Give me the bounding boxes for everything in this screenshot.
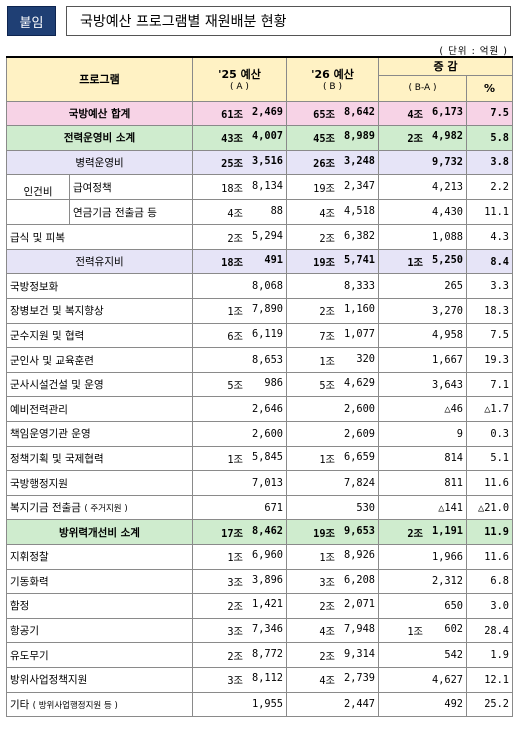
row-label: 전력유지비 (6, 248, 193, 275)
table-row: 책임운영기관 운영 2,600 2,609 9 0.3 (6, 421, 514, 447)
table-row: 함정 2조 1,421 2조 2,071 650 3.0 (6, 593, 514, 619)
table-row: 방위사업정책지원 3조 8,112 4조 2,739 4,627 12.1 (6, 666, 514, 693)
row-label: 국방예산 합계 (6, 100, 193, 127)
table-row: 전력유지비 18조 491 19조 5,741 1조 5,250 8.4 (6, 248, 514, 275)
table-row: 군인사 및 교육훈련 8,653 1조 320 1,667 19.3 (6, 347, 514, 373)
row-label: 함정 (6, 593, 193, 619)
row-label: 기동화력 (6, 568, 193, 595)
row-label: 군수지원 및 협력 (6, 322, 193, 349)
row-label: 지휘정찰 (6, 544, 193, 570)
row-label: 책임운영기관 운영 (6, 421, 193, 447)
budget-table: 프로그램 '25 예산( A ) '26 예산( B ) 증 감 ( B-A )… (6, 56, 514, 718)
table-row: 지휘정찰 1조 6,960 1조 8,926 1,966 11.6 (6, 544, 514, 570)
header-2026: '26 예산( B ) (286, 56, 379, 102)
table-row: 전력운영비 소계 43조 4,007 45조 8,989 2조 4,982 5.8 (6, 125, 514, 151)
table-row: 국방예산 합계 61조 2,469 65조 8,642 4조 6,173 7.5 (6, 100, 514, 127)
table-row: 항공기 3조 7,346 4조 7,948 1조 602 28.4 (6, 617, 514, 644)
unit-note: ( 단위 : 억원 ) (439, 46, 508, 57)
table-row: 정책기획 및 국제협력 1조 5,845 1조 6,659 814 5.1 (6, 445, 514, 472)
table-row: 병력운영비 25조 3,516 26조 3,248 9,732 3.8 (6, 149, 514, 176)
group-label: 인건비 (8, 175, 70, 199)
table-row: 국방정보화 8,068 8,333 265 3.3 (6, 273, 514, 300)
row-label: 복지기금 전출금 (10, 502, 81, 515)
table-row: 국방행정지원 7,013 7,824 811 11.6 (6, 470, 514, 496)
page-title: 국방예산 프로그램별 재원배분 현황 (66, 6, 511, 36)
header-program: 프로그램 (6, 56, 193, 102)
table-row: 예비전력관리 2,646 2,600 △46 △1.7 (6, 396, 514, 423)
header-diff-sub: ( B-A ) (378, 75, 467, 102)
table-row: 급식 및 피복 2조 5,294 2조 6,382 1,088 4.3 (6, 224, 514, 250)
table-row: 방위력개선비 소계 17조 8,462 19조 9,653 2조 1,191 11.9 (6, 519, 514, 545)
row-label: 급여정책 (73, 181, 112, 194)
table-row: 유도무기 2조 8,772 2조 9,314 542 1.9 (6, 642, 514, 668)
row-label: 국방정보화 (6, 273, 193, 300)
table-row: 기타 ( 방위사업행정지원 등 ) 1,955 2,447 492 25.2 (6, 691, 514, 718)
attachment-badge: 붙임 (7, 6, 56, 36)
row-label: 연금기금 전출금 등 (73, 206, 157, 219)
table-row: 기동화력 3조 3,896 3조 6,208 2,312 6.8 (6, 568, 514, 595)
row-note: ( 주거지원 ) (84, 504, 128, 515)
row-label: 국방행정지원 (6, 470, 193, 496)
row-label: 예비전력관리 (6, 396, 193, 423)
row-label: 전력운영비 소계 (6, 125, 193, 151)
table-row: 장병보건 및 복지향상 1조 7,890 2조 1,160 3,270 18.3 (6, 298, 514, 324)
header-pct: % (465, 74, 514, 102)
table-row: 군사시설건설 및 운영 5조 986 5조 4,629 3,643 7.1 (6, 371, 514, 398)
row-label: 군사시설건설 및 운영 (6, 371, 193, 398)
row-label: 장병보건 및 복지향상 (6, 298, 193, 324)
header-diff: 증 감 (377, 56, 514, 76)
row-label: 정책기획 및 국제협력 (6, 445, 193, 472)
row-label: 급식 및 피복 (6, 224, 193, 250)
table-row: 군수지원 및 협력 6조 6,119 7조 1,077 4,958 7.5 (6, 322, 514, 349)
row-label: 군인사 및 교육훈련 (6, 347, 193, 373)
table-row: 복지기금 전출금 ( 주거지원 ) 671 530 △141 △21.0 (6, 494, 514, 521)
table-row: 인건비 급여정책 18조 8,134 19조 2,347 4,213 2.2 (6, 174, 514, 201)
row-label: 병력운영비 (6, 149, 193, 176)
row-note: ( 방위사업행정지원 등 ) (32, 700, 118, 711)
table-row: 연금기금 전출금 등 4조 88 4조 4,518 4,430 11.1 (6, 199, 514, 226)
row-label: 방위사업정책지원 (6, 666, 193, 693)
header-2025: '25 예산( A ) (192, 56, 287, 102)
row-label: 기타 (10, 698, 30, 711)
row-label: 유도무기 (6, 642, 193, 668)
row-label: 항공기 (6, 617, 193, 644)
row-label: 방위력개선비 소계 (6, 519, 193, 545)
